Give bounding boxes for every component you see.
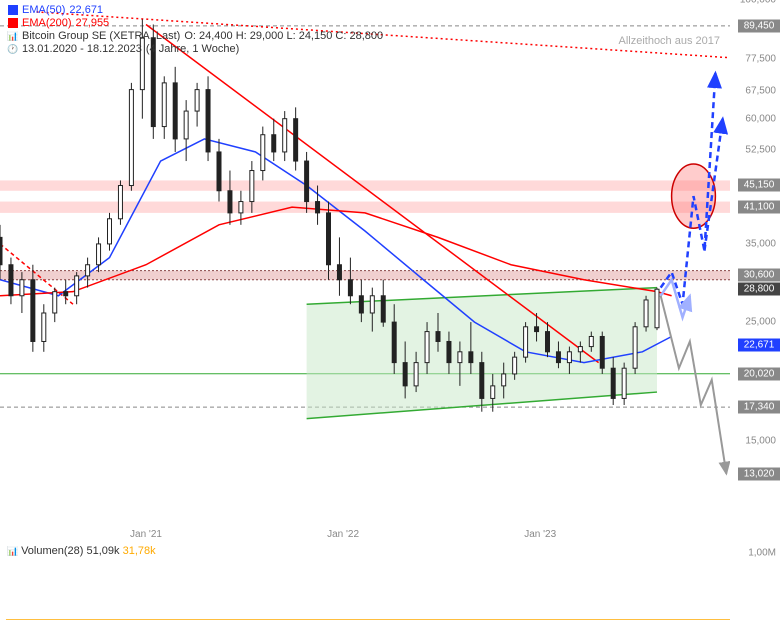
price-tag: 45,150: [738, 178, 780, 191]
period-line: 🕐 13.01.2020 - 18.12.2023 (4 Jahre, 1 Wo…: [8, 43, 383, 55]
x-tick-label: Jan '21: [130, 529, 162, 540]
price-tag: 20,020: [738, 367, 780, 380]
y-tick-label: 15,000: [745, 435, 776, 446]
price-tag: 28,800: [738, 283, 780, 296]
ema50-color-box: [8, 5, 18, 15]
ema50-value: 22,671: [69, 4, 103, 16]
y-tick-label: 35,000: [745, 238, 776, 249]
price-tag: 22,671: [738, 338, 780, 351]
x-tick-label: Jan '22: [327, 529, 359, 540]
volume-header: 📊 Volumen(28) 51,09k 31,78k: [8, 545, 156, 557]
price-tag: 41,100: [738, 200, 780, 213]
ema200-line: EMA(200) 27,955: [8, 17, 383, 29]
price-chart-svg: [0, 0, 730, 535]
price-tag: 30,600: [738, 269, 780, 282]
volume-y-axis: 1,00M: [730, 540, 780, 620]
volume-label: Volumen(28): [21, 545, 83, 557]
y-tick-label: 52,500: [745, 144, 776, 155]
volume-value1: 51,09k: [87, 545, 120, 557]
price-tag: 17,340: [738, 401, 780, 414]
ema50-line: EMA(50) 22,671: [8, 4, 383, 16]
clock-icon: 🕐: [8, 44, 18, 54]
ohlc-label: O: 24,400 H: 29,000 L: 24,150 C: 28,800: [184, 30, 383, 42]
y-tick-label: 100,000: [740, 0, 776, 6]
symbol-label: Bitcoin Group SE (XETRA, Last): [22, 30, 180, 42]
volume-value2: 31,78k: [123, 545, 156, 557]
candlestick-icon: 📊: [8, 31, 18, 41]
y-tick-label: 77,500: [745, 54, 776, 65]
timeframe-label: (4 Jahre, 1 Woche): [146, 43, 239, 55]
y-tick-label: 67,500: [745, 86, 776, 97]
symbol-line: 📊 Bitcoin Group SE (XETRA, Last) O: 24,4…: [8, 30, 383, 42]
price-tag: 89,450: [738, 19, 780, 32]
bar-icon: 📊: [8, 547, 18, 557]
period-label: 13.01.2020 - 18.12.2023: [22, 43, 142, 55]
chart-container: EMA(50) 22,671 EMA(200) 27,955 📊 Bitcoin…: [0, 0, 780, 625]
ema200-value: 27,955: [76, 17, 110, 29]
y-tick-label: 25,000: [745, 317, 776, 328]
x-tick-label: Jan '23: [524, 529, 556, 540]
main-plot[interactable]: [0, 0, 730, 535]
y-tick-label: 60,000: [745, 113, 776, 124]
vol-y-tick: 1,00M: [748, 548, 776, 559]
chart-header: EMA(50) 22,671 EMA(200) 27,955 📊 Bitcoin…: [8, 4, 383, 56]
ema50-label: EMA(50): [22, 4, 65, 16]
y-axis: 100,000 89,450 77,500 67,500 60,000 52,500 45,…: [730, 0, 780, 535]
price-tag: 13,020: [738, 467, 780, 480]
ema200-color-box: [8, 18, 18, 28]
ema200-label: EMA(200): [22, 17, 72, 29]
